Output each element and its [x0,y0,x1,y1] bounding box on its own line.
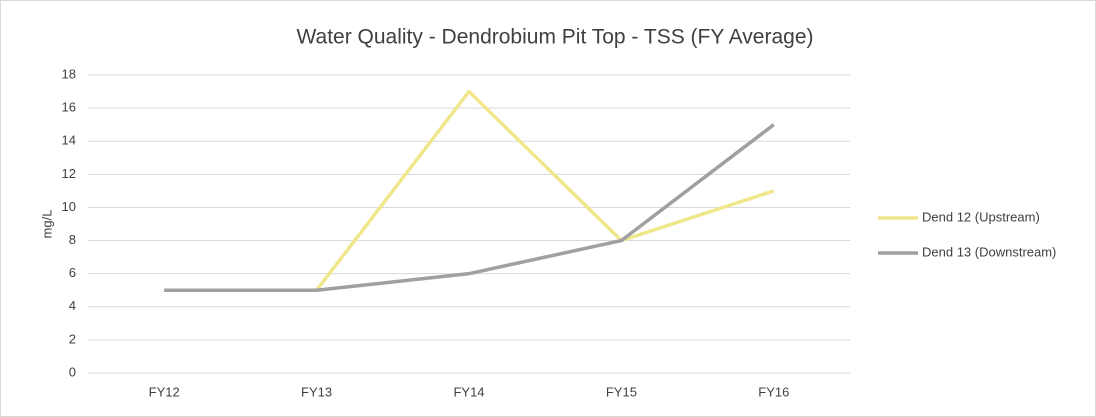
legend-label: Dend 12 (Upstream) [922,209,1040,224]
x-tick-label: FY14 [453,384,484,399]
y-tick-label: 10 [62,199,76,214]
y-tick-label: 18 [62,66,76,81]
y-axis-label: mg/L [39,210,54,239]
y-tick-label: 14 [62,133,76,148]
y-tick-label: 12 [62,166,76,181]
y-tick-label: 8 [69,232,76,247]
chart-title: Water Quality - Dendrobium Pit Top - TSS… [296,26,813,49]
legend-label: Dend 13 (Downstream) [922,244,1056,259]
y-tick-label: 6 [69,265,76,280]
x-tick-label: FY16 [758,384,789,399]
y-tick-label: 4 [69,298,76,313]
y-tick-label: 16 [62,100,76,115]
y-tick-label: 2 [69,331,76,346]
series-line [164,123,775,292]
x-tick-label: FY13 [301,384,332,399]
y-tick-label: 0 [69,364,76,379]
x-tick-label: FY12 [149,384,180,399]
x-tick-label: FY15 [606,384,637,399]
